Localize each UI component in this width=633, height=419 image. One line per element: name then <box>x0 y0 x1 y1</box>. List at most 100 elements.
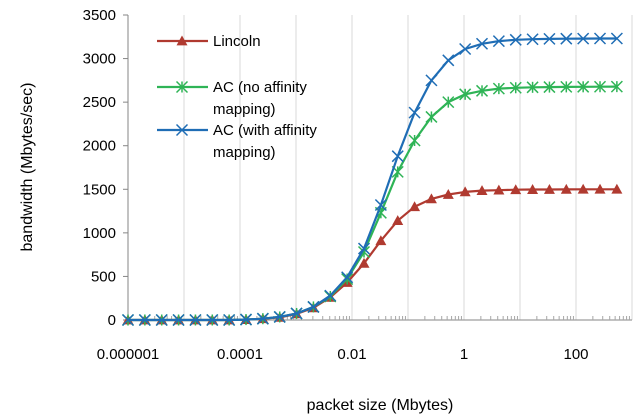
data-point-series-3 <box>223 313 236 327</box>
marker-stroke <box>408 106 421 119</box>
data-point-series-2 <box>577 80 590 93</box>
data-point-series-3 <box>408 106 421 119</box>
marker-stroke <box>543 32 556 45</box>
data-point-series-2 <box>610 80 623 93</box>
x-tick-label: 100 <box>563 346 588 363</box>
data-point-series-1 <box>611 183 623 194</box>
y-tick-labels: 0 500 1000 1500 2000 2500 3000 3500 <box>83 7 116 329</box>
data-point-series-3 <box>560 32 573 45</box>
data-point-series-1 <box>493 184 505 195</box>
legend-label-line: AC (with affinity <box>213 122 317 139</box>
data-point-series-2 <box>509 81 522 94</box>
data-point-series-3 <box>425 74 438 87</box>
y-tick-label: 2500 <box>83 94 116 111</box>
data-point-series-3 <box>475 37 489 50</box>
data-point-series-2 <box>543 81 556 94</box>
marker-stroke <box>138 313 151 327</box>
marker-stroke <box>442 54 455 67</box>
legend-swatch-marker <box>176 35 188 46</box>
data-point-series-3 <box>391 150 404 163</box>
y-tick-label: 1000 <box>83 225 116 242</box>
data-point-series-2 <box>442 96 455 109</box>
data-point-series-3 <box>526 33 539 46</box>
legend-entry-3: AC (with affinity mapping) <box>157 122 317 161</box>
marker-stroke <box>155 313 168 327</box>
marker-stroke <box>357 242 371 255</box>
legend-label: AC (with affinity mapping) <box>213 122 317 161</box>
marker-stroke <box>526 33 539 46</box>
data-point-series-1 <box>409 201 421 212</box>
data-point-series-1 <box>543 183 555 194</box>
marker-stroke <box>307 300 320 313</box>
data-point-series-3 <box>509 33 522 46</box>
y-axis-title: bandwidth (Mbytes/sec) <box>19 83 36 252</box>
marker-stroke <box>256 312 269 325</box>
data-point-series-1 <box>510 184 522 195</box>
data-point-series-1 <box>392 215 404 226</box>
data-point-series-2 <box>408 134 421 147</box>
data-point-series-1 <box>577 183 589 194</box>
marker-stroke <box>175 123 189 137</box>
data-point-series-3 <box>290 307 303 320</box>
data-point-series-2 <box>560 80 573 93</box>
marker-stroke <box>273 310 286 323</box>
marker-stroke <box>290 307 303 320</box>
x-axis-title: packet size (Mbytes) <box>307 397 454 414</box>
data-point-series-2 <box>459 88 472 101</box>
y-tick-label: 1500 <box>83 181 116 198</box>
data-point-series-3 <box>324 289 337 302</box>
data-point-series-3 <box>492 35 505 48</box>
data-point-series-3 <box>155 313 168 327</box>
data-point-series-2 <box>475 84 489 97</box>
data-point-series-3 <box>610 32 623 45</box>
series-line-3 <box>128 37 617 322</box>
marker-stroke <box>593 32 607 45</box>
marker-stroke <box>239 313 253 326</box>
series-lines <box>121 32 623 327</box>
series-line-1 <box>128 188 617 322</box>
y-tick-label: 3500 <box>83 7 116 24</box>
data-point-series-2 <box>425 110 438 123</box>
data-point-series-3 <box>172 313 185 327</box>
legend-label: AC (no affinity mapping) <box>213 79 307 118</box>
data-point-series-3 <box>239 313 253 326</box>
marker-stroke <box>610 32 623 45</box>
data-point-series-2 <box>492 82 505 95</box>
marker-stroke <box>121 313 135 327</box>
data-point-series-2 <box>593 80 607 93</box>
legend-label-line: mapping) <box>213 101 276 118</box>
data-point-series-1 <box>358 257 370 268</box>
marker-stroke <box>172 313 185 327</box>
data-point-series-3 <box>543 32 556 45</box>
data-point-series-1 <box>425 193 437 204</box>
y-tick-label: 2000 <box>83 138 116 155</box>
data-point-series-1 <box>459 186 471 197</box>
legend-swatch-marker <box>175 80 189 94</box>
marker-stroke <box>425 74 438 87</box>
marker-stroke <box>459 42 472 56</box>
marker-stroke <box>189 313 202 327</box>
x-tick-label: 0.01 <box>337 346 366 363</box>
x-tick-label: 1 <box>460 346 468 363</box>
series-line-2 <box>128 85 617 322</box>
data-point-series-3 <box>206 313 219 327</box>
legend-label-line: mapping) <box>213 144 276 161</box>
grid-lines <box>127 15 633 320</box>
marker-stroke <box>509 33 522 46</box>
data-point-series-1 <box>375 235 387 246</box>
data-point-series-3 <box>442 54 455 67</box>
marker-stroke <box>341 271 354 284</box>
data-point-series-3 <box>341 271 354 284</box>
axes <box>123 14 632 321</box>
legend-label: Lincoln <box>213 33 261 50</box>
x-tick-labels: 0.000001 0.0001 0.01 1 100 <box>97 346 589 363</box>
data-point-series-3 <box>593 32 607 45</box>
x-tick-label: 0.0001 <box>217 346 263 363</box>
legend-label-line: AC (no affinity <box>213 79 307 96</box>
data-point-series-3 <box>459 42 472 56</box>
marker-stroke <box>223 313 236 327</box>
x-tick-label: 0.000001 <box>97 346 160 363</box>
data-point-series-1 <box>527 184 539 194</box>
marker-stroke <box>374 198 387 212</box>
legend-swatch-marker <box>175 123 189 137</box>
